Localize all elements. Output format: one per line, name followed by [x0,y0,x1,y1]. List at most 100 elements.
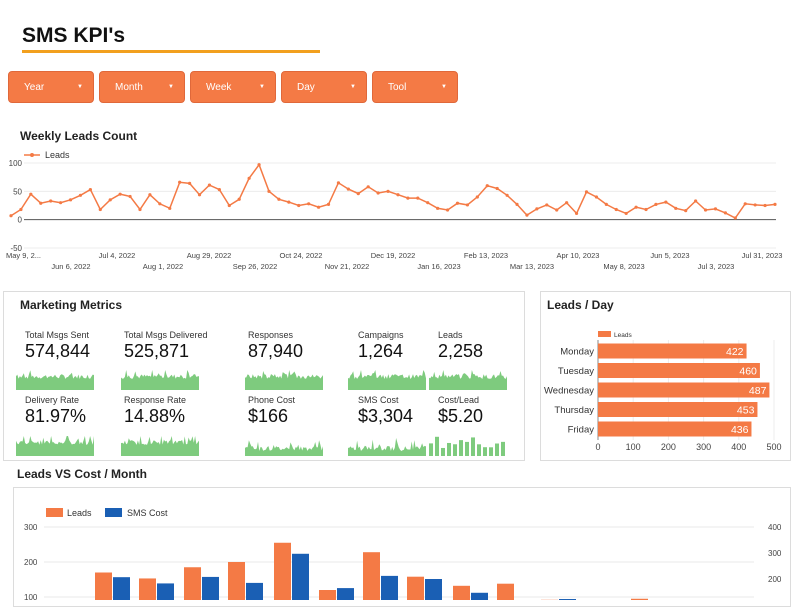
sparkline [429,368,507,390]
leads-point [69,198,72,201]
leads-point [456,202,459,205]
spark-bar [501,442,505,456]
kpi-card: Phone Cost$166 [248,395,295,427]
data-label: 453 [737,405,755,417]
leads-point [257,163,260,166]
leads-point [496,187,499,190]
spark-bar [483,447,487,456]
x-tick-label: Dec 19, 2022 [371,251,416,260]
leads-point [585,190,588,193]
leads-point [436,207,439,210]
spark-area [16,436,94,456]
leads-point [89,188,92,191]
leads-bar [363,552,380,600]
page-title: SMS KPI's [22,24,125,48]
x-tick-label: Apr 10, 2023 [557,251,600,260]
kpi-value: 2,258 [438,341,483,362]
leads-point [763,204,766,207]
leads-point [545,203,548,206]
leads-point [119,193,122,196]
leads-point [506,194,509,197]
chevron-down-icon: ▼ [259,84,265,90]
category-label: Thursday [554,405,594,416]
spark-bar [477,444,481,456]
spark-bar [489,447,493,456]
leads-point [267,190,270,193]
spark-area [245,370,323,390]
leads-point [357,192,360,195]
x-tick-label: Nov 21, 2022 [325,262,370,271]
leads-point [525,214,528,217]
sparkline [16,368,94,390]
leads-point [59,201,62,204]
leads-point [664,201,667,204]
data-label: 487 [749,385,767,397]
kpi-value: 1,264 [358,341,404,362]
spark-area [348,438,426,456]
leads-point [178,181,181,184]
spark-bar [447,443,451,456]
leads-point [634,206,637,209]
leads-point [297,204,300,207]
week-filter[interactable]: Week▼ [190,71,276,103]
kpi-label: Response Rate [124,395,186,405]
x-tick-label: 400 [731,442,746,452]
cost-bar [157,583,174,600]
leads-point [754,203,757,206]
kpi-value: 574,844 [25,341,90,362]
kpi-label: Phone Cost [248,395,295,405]
x-tick-label: Jun 5, 2023 [650,251,689,260]
month-filter-label: Month [115,82,143,93]
leads-point [714,207,717,210]
leads-point [396,193,399,196]
day-filter[interactable]: Day▼ [281,71,367,103]
x-tick-label: Sep 26, 2022 [233,262,278,271]
sparkline [429,434,507,456]
leads-bar [407,577,424,600]
leads-point [555,208,558,211]
x-tick-label: May 9, 2... [6,251,41,260]
y-tick-label-left: 300 [24,523,38,532]
leads-point [327,203,330,206]
title-underline [22,50,320,53]
leads-point [674,207,677,210]
leads-point [238,198,241,201]
leads-point [377,191,380,194]
tool-filter[interactable]: Tool▼ [372,71,458,103]
leads-point [694,199,697,202]
year-filter[interactable]: Year▼ [8,71,94,103]
filter-bar: Year▼ Month ▼ Week▼ Day▼ Tool▼ [8,71,458,103]
cost-bar [337,588,354,600]
leads-point [248,177,251,180]
legend-marker [30,153,34,157]
leads-point [486,184,489,187]
sparkline [348,368,426,390]
month-filter[interactable]: Month ▼ [99,71,185,103]
x-tick-label: 300 [696,442,711,452]
spark-area [429,370,507,390]
x-tick-label: Jul 31, 2023 [742,251,783,260]
x-tick-label: Jul 3, 2023 [698,262,735,271]
leads-day-title: Leads / Day [547,298,614,312]
kpi-card: SMS Cost$3,304 [358,395,413,427]
leads-point [367,185,370,188]
legend-label: SMS Cost [127,508,168,518]
spark-area [348,370,426,390]
legend-swatch [598,331,611,337]
leads-point [158,202,161,205]
x-tick-label: Aug 1, 2022 [143,262,183,271]
cost-bar [292,554,309,600]
leads-point [138,208,141,211]
leads-point [476,195,479,198]
chevron-down-icon: ▼ [350,84,356,90]
leads-point [198,193,201,196]
leads-point [188,182,191,185]
x-tick-label: 0 [595,442,600,452]
spark-bar [495,444,499,456]
spark-bar [471,437,475,456]
chevron-down-icon: ▼ [168,84,174,90]
leads-point [228,204,231,207]
sparkline [245,368,323,390]
leads-point [148,193,151,196]
